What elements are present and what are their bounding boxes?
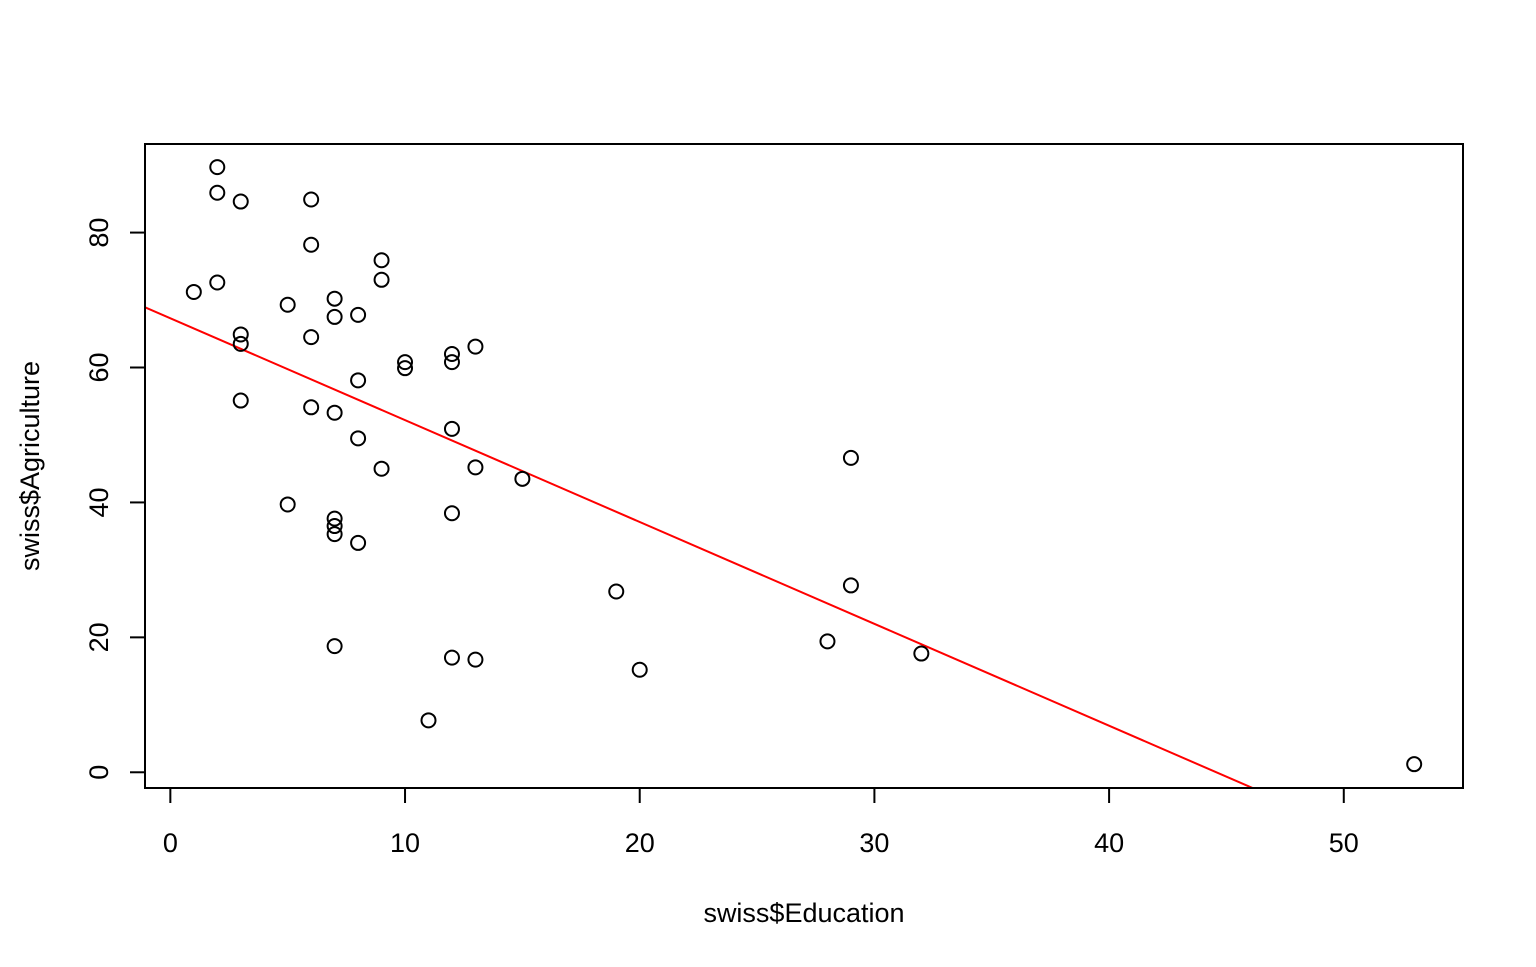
data-point — [232, 335, 249, 352]
data-point — [842, 449, 859, 466]
data-point — [232, 326, 249, 343]
data-point — [467, 459, 484, 476]
data-points — [185, 159, 1423, 773]
data-point — [303, 191, 320, 208]
data-point — [842, 577, 859, 594]
data-point — [279, 496, 296, 513]
y-axis: 0 20 40 60 80 — [84, 218, 146, 780]
data-point — [443, 354, 460, 371]
data-point — [514, 470, 531, 487]
data-point — [326, 510, 343, 527]
data-point — [373, 271, 390, 288]
data-point — [350, 534, 367, 551]
data-point — [443, 649, 460, 666]
data-point — [397, 354, 414, 371]
regression-line — [145, 306, 1256, 788]
data-point — [303, 236, 320, 253]
data-point — [819, 633, 836, 650]
x-tick-label: 30 — [859, 828, 889, 858]
x-tick-label: 20 — [625, 828, 655, 858]
data-point — [185, 283, 202, 300]
x-tick-label: 0 — [163, 828, 178, 858]
data-point — [443, 346, 460, 363]
x-axis: 0 10 20 30 40 50 — [163, 787, 1359, 858]
x-tick-label: 40 — [1094, 828, 1124, 858]
data-point — [373, 252, 390, 269]
data-point — [326, 518, 343, 535]
y-tick-label: 0 — [84, 765, 114, 780]
y-tick-label: 80 — [84, 218, 114, 248]
data-point — [326, 638, 343, 655]
data-point — [209, 274, 226, 291]
data-point — [232, 193, 249, 210]
x-tick-label: 50 — [1329, 828, 1359, 858]
data-point — [350, 430, 367, 447]
data-point — [443, 505, 460, 522]
data-point — [467, 338, 484, 355]
data-point — [397, 360, 414, 377]
data-point — [467, 651, 484, 668]
data-point — [209, 184, 226, 201]
y-axis-label: swiss$Agriculture — [15, 361, 45, 571]
data-point — [326, 308, 343, 325]
data-point — [443, 420, 460, 437]
y-tick-label: 20 — [84, 622, 114, 652]
data-point — [303, 329, 320, 346]
data-point — [1406, 756, 1423, 773]
data-point — [631, 661, 648, 678]
data-point — [350, 306, 367, 323]
data-point — [279, 296, 296, 313]
data-point — [420, 712, 437, 729]
regression-line-group — [145, 306, 1256, 788]
y-tick-label: 40 — [84, 487, 114, 517]
data-point — [373, 460, 390, 477]
data-point — [326, 290, 343, 307]
x-axis-label: swiss$Education — [703, 898, 904, 928]
data-point — [232, 392, 249, 409]
data-point — [608, 583, 625, 600]
plot-frame — [144, 143, 1464, 789]
data-point — [326, 526, 343, 543]
data-point — [303, 399, 320, 416]
data-point — [913, 645, 930, 662]
x-tick-label: 10 — [390, 828, 420, 858]
data-point — [209, 159, 226, 176]
y-tick-label: 60 — [84, 352, 114, 382]
data-point — [326, 404, 343, 421]
data-point — [350, 372, 367, 389]
